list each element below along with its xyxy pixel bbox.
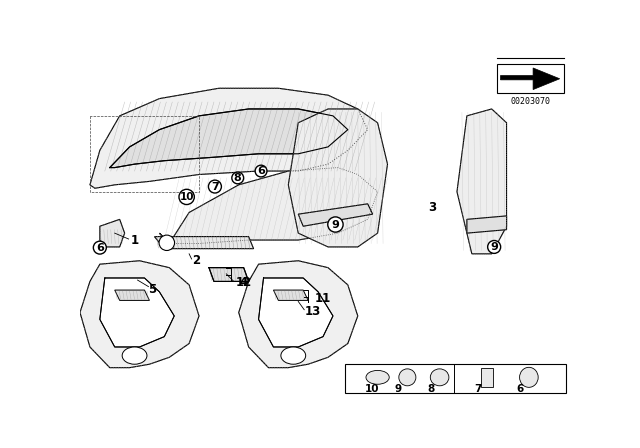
Text: 4: 4 [239,276,248,289]
Polygon shape [239,261,358,368]
Bar [497,64,564,94]
Circle shape [209,180,221,193]
Polygon shape [298,204,372,226]
Ellipse shape [122,347,147,364]
Text: 13: 13 [305,305,321,318]
Text: 7: 7 [474,384,482,394]
Ellipse shape [430,369,449,386]
Ellipse shape [399,369,416,386]
Text: 5: 5 [148,283,156,296]
Circle shape [255,165,267,177]
Text: 10: 10 [365,384,380,394]
Polygon shape [467,216,507,233]
Text: 6: 6 [96,243,104,253]
Ellipse shape [520,367,538,388]
Text: 11: 11 [315,292,331,305]
Polygon shape [209,267,249,281]
Ellipse shape [281,347,306,364]
Circle shape [179,190,195,205]
Text: 6: 6 [257,166,265,176]
Polygon shape [90,88,367,188]
Polygon shape [115,290,150,301]
Text: 7: 7 [211,181,219,192]
Polygon shape [273,290,308,301]
Polygon shape [457,109,507,254]
Circle shape [232,172,244,184]
Text: 8: 8 [234,173,242,183]
Circle shape [159,235,175,250]
Text: 00203070: 00203070 [510,97,550,106]
Text: 2: 2 [193,254,200,267]
Text: 8: 8 [428,384,435,394]
Polygon shape [159,168,378,244]
Bar [481,368,493,387]
Polygon shape [500,68,560,90]
Circle shape [328,217,343,232]
Polygon shape [259,278,333,347]
Text: 6: 6 [516,384,524,394]
Polygon shape [100,278,174,347]
Polygon shape [80,261,199,368]
Text: 9: 9 [332,220,339,229]
Text: 12: 12 [236,276,252,289]
Text: 10: 10 [179,192,194,202]
Polygon shape [110,109,348,168]
Text: 3: 3 [428,201,436,214]
Polygon shape [289,109,388,247]
Text: 9: 9 [395,384,402,394]
Polygon shape [154,237,253,249]
Text: 1: 1 [131,233,139,246]
Text: 9: 9 [490,242,498,252]
Circle shape [93,241,106,254]
Circle shape [488,241,500,254]
Ellipse shape [366,370,389,384]
Bar [346,364,566,392]
Polygon shape [100,220,125,247]
